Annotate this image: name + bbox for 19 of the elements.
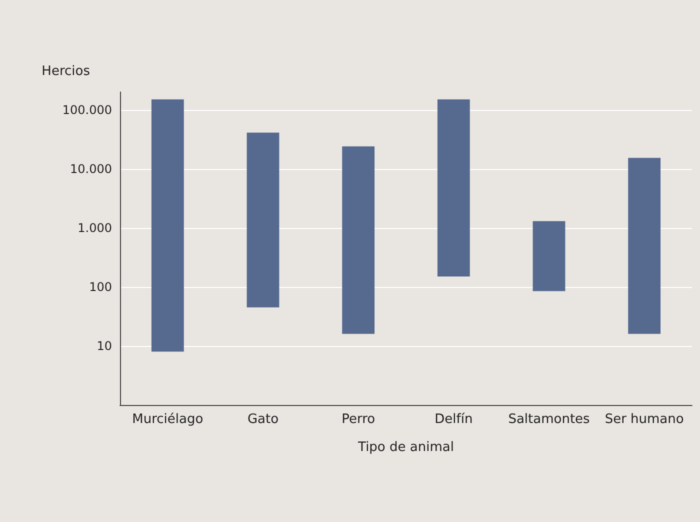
x-tick-label: Saltamontes <box>508 412 590 427</box>
x-tick-label: Gato <box>247 412 279 427</box>
y-axis-title: Hercios <box>42 64 90 79</box>
y-tick-label: 100 <box>89 280 112 294</box>
y-tick-label: 10 <box>96 338 112 353</box>
bar <box>532 221 566 292</box>
bar <box>628 158 661 334</box>
y-tick-label: 10.000 <box>70 162 112 176</box>
bar <box>151 99 184 352</box>
x-axis-title: Tipo de animal <box>357 440 454 455</box>
y-tick-label: 100.000 <box>62 102 112 117</box>
y-tick-label: 1.000 <box>78 220 112 235</box>
x-tick-label: Delfín <box>434 412 473 427</box>
bar <box>342 146 375 334</box>
bar <box>246 132 280 308</box>
bar <box>437 99 470 277</box>
x-tick-label: Perro <box>342 412 376 427</box>
x-tick-label: Ser humano <box>604 412 684 427</box>
x-tick-label: Murciélago <box>132 412 204 427</box>
